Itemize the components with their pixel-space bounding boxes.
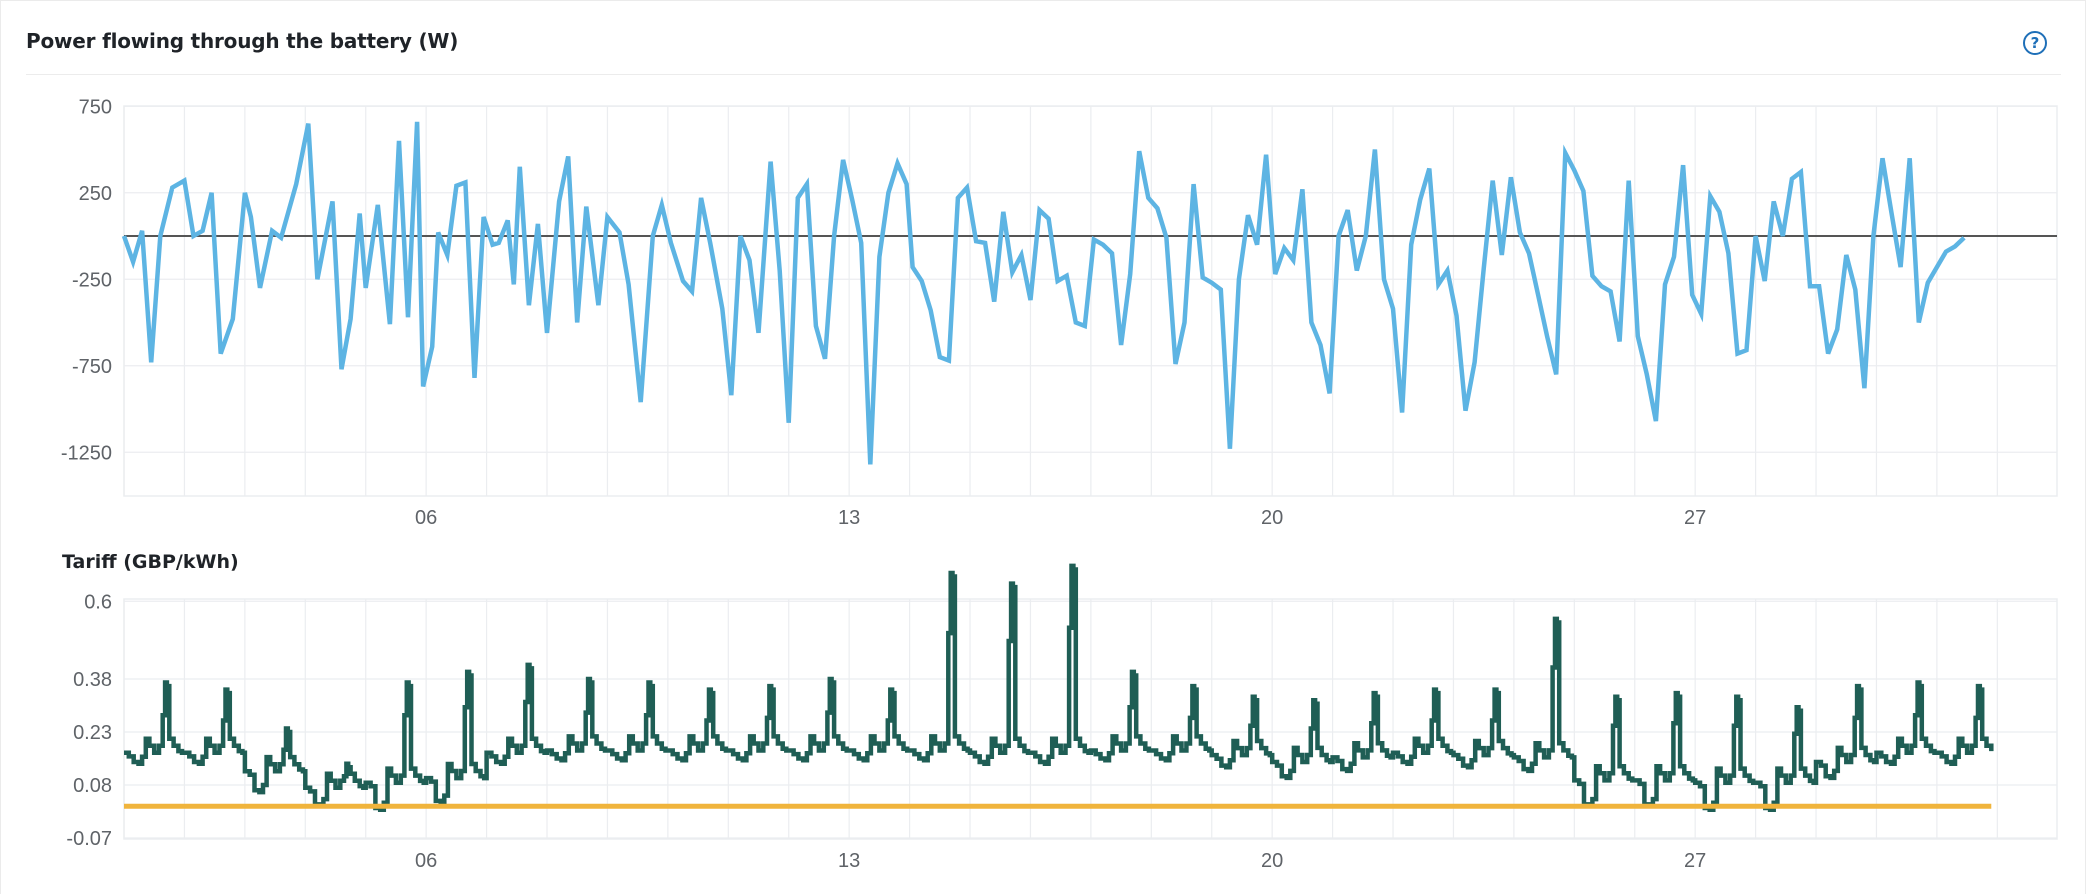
y-tick-label: -750	[72, 356, 112, 378]
y-tick-label: 0.38	[73, 669, 112, 691]
y-tick-label: 0.23	[73, 722, 112, 744]
x-tick-label: 13	[838, 850, 860, 872]
header-divider	[26, 74, 2061, 75]
y-tick-label: 250	[79, 183, 112, 205]
x-tick-label: 27	[1684, 850, 1706, 872]
x-tick-label: 06	[415, 850, 437, 872]
y-tick-label: 0.08	[73, 775, 112, 797]
power-chart[interactable]: 750 250 -250 -750 -1250 06 13 20 27	[1, 1, 2088, 541]
tariff-line	[124, 563, 1994, 812]
x-tick-label: 06	[415, 507, 437, 529]
y-tick-label: -0.07	[66, 828, 112, 850]
x-tick-label: 13	[838, 507, 860, 529]
tariff-chart-title: Tariff (GBP/kWh)	[62, 551, 239, 573]
x-tick-label: 20	[1261, 850, 1283, 872]
question-circle-icon: ?	[2030, 33, 2040, 52]
card-title: Power flowing through the battery (W)	[26, 29, 459, 53]
y-tick-label: -250	[72, 269, 112, 291]
x-tick-label: 20	[1261, 507, 1283, 529]
battery-power-line	[121, 121, 1966, 465]
help-button[interactable]: ?	[2023, 31, 2047, 55]
y-tick-label: -1250	[61, 442, 112, 464]
y-tick-label: 750	[79, 96, 112, 118]
y-tick-label: 0.6	[84, 591, 112, 613]
x-tick-label: 27	[1684, 507, 1706, 529]
